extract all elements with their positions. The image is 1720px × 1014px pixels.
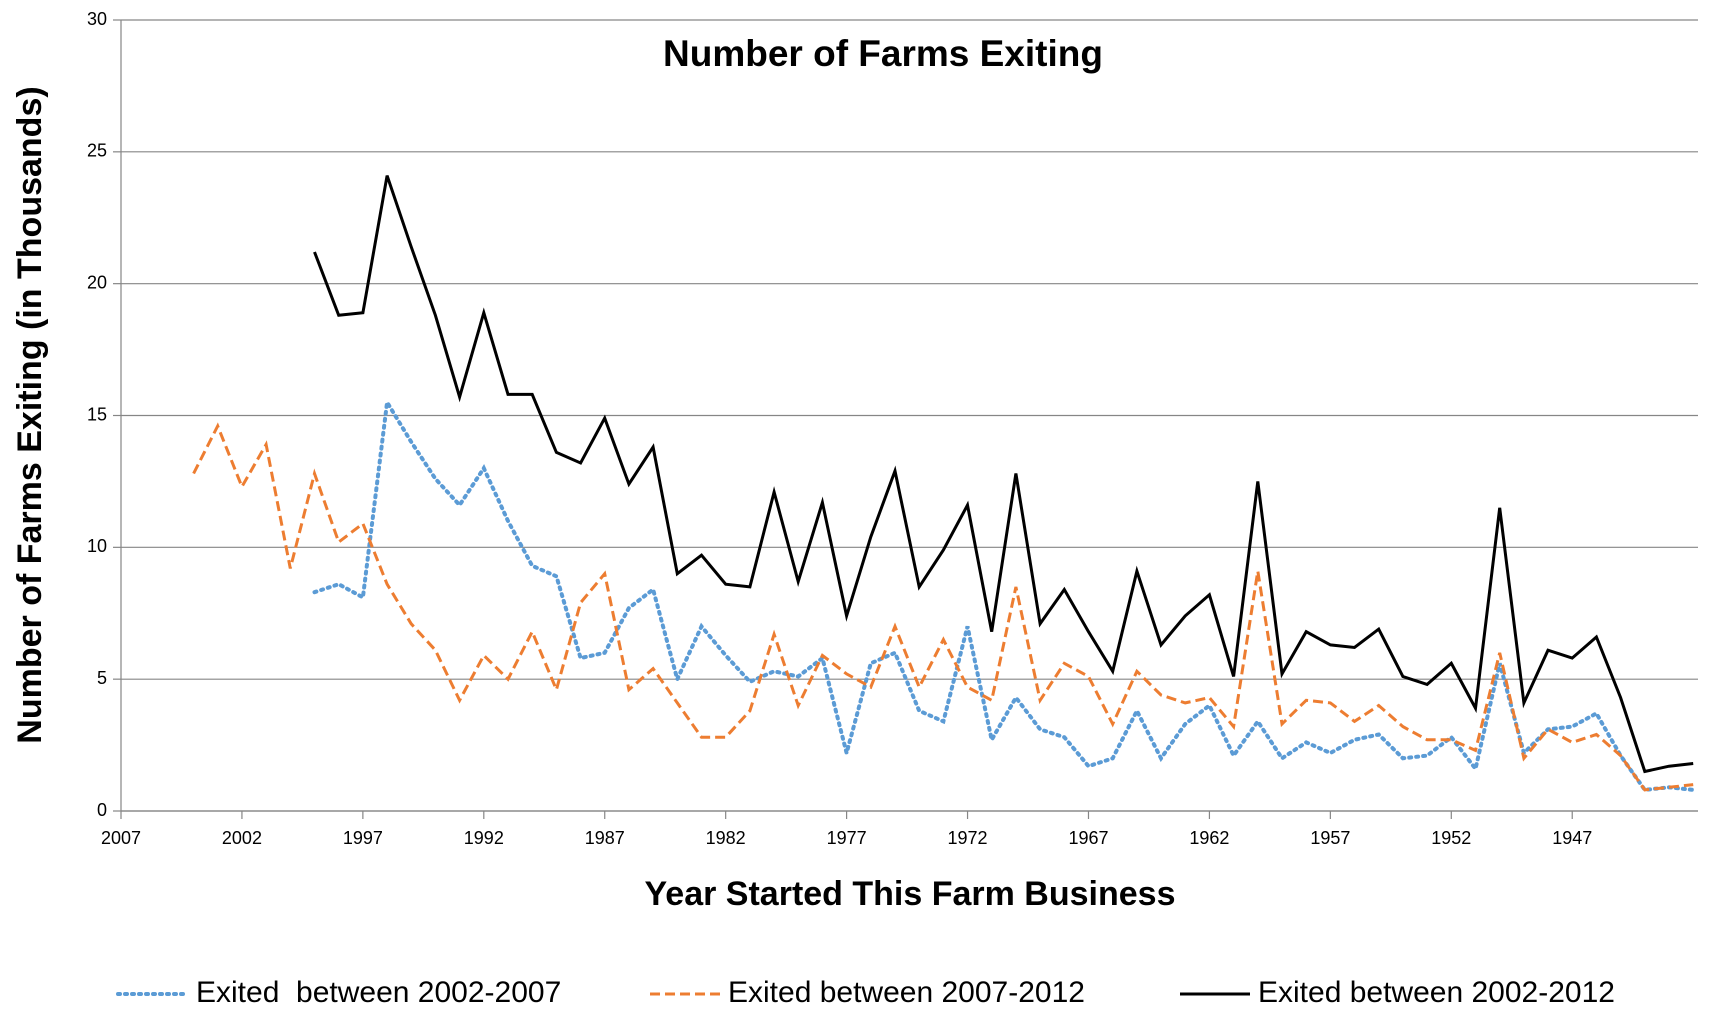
x-axis-label: Year Started This Farm Business — [645, 875, 1176, 913]
legend-label: Exited between 2002-2007 — [196, 976, 561, 1009]
y-tick-label: 10 — [87, 536, 107, 556]
x-tick-label: 1977 — [827, 828, 867, 848]
data-line — [312, 396, 1696, 793]
x-tick-label: 2007 — [101, 828, 141, 848]
legend-label: Exited between 2002-2012 — [1258, 976, 1615, 1009]
data-line — [192, 422, 1694, 792]
data-line — [313, 175, 1694, 774]
y-tick-label: 0 — [97, 800, 107, 820]
legend-label: Exited between 2007-2012 — [728, 976, 1085, 1009]
y-tick-label: 20 — [87, 272, 107, 292]
x-tick-label: 2002 — [222, 828, 262, 848]
x-tick-label: 1947 — [1552, 828, 1592, 848]
y-tick-label: 15 — [87, 404, 107, 424]
y-tick-label: 25 — [87, 141, 107, 161]
y-tick-label: 30 — [87, 9, 107, 29]
chart-title: Number of Farms Exiting — [663, 33, 1103, 74]
x-tick-label: 1952 — [1431, 828, 1471, 848]
x-tick-label: 1962 — [1189, 828, 1229, 848]
x-tick-label: 1972 — [948, 828, 988, 848]
y-axis-label: Number of Farms Exiting (in Thousands) — [11, 86, 49, 743]
x-tick-label: 1992 — [464, 828, 504, 848]
x-tick-label: 1982 — [706, 828, 746, 848]
x-tick-label: 1987 — [585, 828, 625, 848]
y-tick-label: 5 — [97, 668, 107, 688]
x-tick-label: 1967 — [1068, 828, 1108, 848]
x-tick-label: 1997 — [343, 828, 383, 848]
x-tick-label: 1957 — [1310, 828, 1350, 848]
